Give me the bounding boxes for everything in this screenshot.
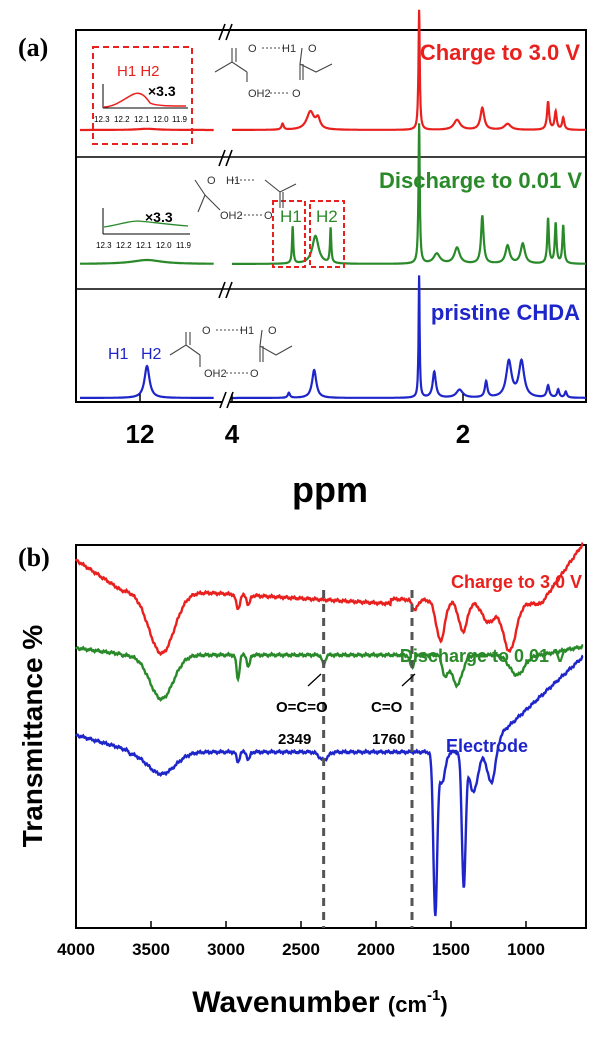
discharge-inset-tick-2: 12.1 [136, 241, 152, 250]
x-tick-label-b-3000: 3000 [207, 940, 245, 959]
x-tick-label-b-1000: 1000 [507, 940, 545, 959]
axis-break-gap [222, 393, 230, 407]
panel-a-label: (a) [18, 33, 48, 62]
peak-box-h2 [309, 200, 345, 268]
discharge-inset-tick-1: 12.2 [116, 241, 132, 250]
molecule-structure-discharge [194, 179, 297, 216]
x-tick-label-b-1500: 1500 [432, 940, 470, 959]
charge-inset-tick-3: 12.0 [153, 115, 169, 124]
legend-electrode-b: Electrode [446, 736, 528, 756]
legend-charge-b: Charge to 3.0 V [451, 572, 582, 592]
x-axis-title-a: ppm [292, 469, 368, 510]
discharge-inset-tick-0: 12.3 [96, 241, 112, 250]
axis-break-mark [218, 23, 233, 299]
peak-label-h1-discharge: H1 [280, 207, 302, 226]
molecule-labels-discharge: O H1 OH2 O [207, 175, 273, 222]
x-axis-title-exp: -1 [427, 987, 440, 1004]
x-tick-label-b-2500: 2500 [282, 940, 320, 959]
molecule-atom-o-2: O [308, 43, 317, 55]
annotation-2349-value: 2349 [278, 731, 311, 748]
molecule-structure-pristine [169, 329, 293, 374]
charge-inset-label: H1 H2 [117, 63, 160, 80]
peak-label-h2-pristine: H2 [141, 346, 162, 363]
x-tick-label-2: 2 [456, 419, 470, 449]
molecule-atom-o-5: O [264, 210, 273, 222]
discharge-inset-ticks: 12.3 12.2 12.1 12.0 11.9 [96, 241, 192, 250]
annotation-1760-value: 1760 [372, 731, 405, 748]
molecule-atom-o-3: O [292, 88, 301, 100]
molecule-atom-h1-3: H1 [240, 325, 254, 337]
x-axis-title-close: ) [440, 992, 447, 1017]
molecule-atom-o-4: O [207, 175, 216, 187]
molecule-atom-oh2-2: OH2 [220, 210, 243, 222]
molecule-atom-o-8: O [250, 368, 259, 380]
x-axis-b: 4000 3500 3000 2500 2000 1500 1000 [57, 921, 545, 959]
panel-b-label: (b) [18, 543, 50, 572]
charge-inset-tick-4: 11.9 [172, 115, 188, 124]
molecule-atom-o-6: O [202, 325, 211, 337]
series-line-discharge [80, 123, 586, 265]
panel-a-frame [75, 29, 587, 403]
annotation-arrow-1760 [401, 673, 416, 687]
charge-inset-scale: ×3.3 [148, 83, 176, 99]
x-axis-title-unit: (cm [388, 992, 427, 1017]
discharge-inset-curve [103, 220, 189, 228]
x-axis-title-main: Wavenumber [192, 986, 380, 1019]
x-tick-label-4: 4 [225, 419, 240, 449]
discharge-inset-tick-3: 12.0 [156, 241, 172, 250]
charge-inset-tick-1: 12.2 [114, 115, 130, 124]
axis-break-bottom-1 [219, 391, 227, 409]
molecule-structure-charge [214, 47, 333, 94]
charge-inset-box [92, 46, 193, 145]
molecule-labels-charge: O H1 O OH2 O [248, 43, 317, 100]
charge-inset-ticks: 12.3 12.2 12.1 12.0 11.9 [94, 115, 188, 124]
series-line-pristine [80, 275, 586, 400]
legend-charge-a: Charge to 3.0 V [420, 40, 580, 65]
molecule-atom-h1: H1 [282, 43, 296, 55]
molecule-labels-pristine: O H1 O OH2 O [202, 325, 277, 380]
x-tick-label-b-2000: 2000 [357, 940, 395, 959]
annotation-co-label: C=O [371, 699, 403, 716]
discharge-inset-tick-4: 11.9 [176, 241, 192, 250]
y-axis-title-b: Transmittance % [17, 625, 48, 848]
series-line-ir-discharge [74, 643, 584, 702]
legend-discharge-a: Discharge to 0.01 V [379, 168, 582, 193]
charge-inset-curve [103, 92, 187, 108]
x-axis-title-b: Wavenumber (cm-1) [192, 986, 447, 1019]
legend-pristine-a: pristine CHDA [431, 300, 580, 325]
panel-b-frame [75, 544, 587, 929]
molecule-atom-oh2: OH2 [248, 88, 271, 100]
molecule-atom-h1-2: H1 [226, 175, 240, 187]
charge-inset-tick-0: 12.3 [94, 115, 110, 124]
discharge-inset-scale: ×3.3 [145, 209, 173, 225]
x-tick-label-12: 12 [126, 419, 155, 449]
annotation-arrow-2349 [307, 673, 322, 687]
charge-inset-tick-2: 12.1 [134, 115, 150, 124]
peak-label-h2-discharge: H2 [316, 207, 338, 226]
molecule-atom-oh2-3: OH2 [204, 368, 227, 380]
series-line-ir-charge [74, 542, 584, 657]
peak-box-h1 [272, 200, 306, 268]
legend-discharge-b: Discharge to 0.01 V [400, 646, 566, 666]
molecule-atom-o-7: O [268, 325, 277, 337]
annotation-co2-label: O=C=O [276, 699, 328, 716]
molecule-atom-o-1: O [248, 43, 257, 55]
x-tick-label-b-4000: 4000 [57, 940, 95, 959]
series-line-ir-electrode [74, 654, 584, 917]
x-tick-label-b-3500: 3500 [132, 940, 170, 959]
peak-label-h1-pristine: H1 [108, 346, 129, 363]
